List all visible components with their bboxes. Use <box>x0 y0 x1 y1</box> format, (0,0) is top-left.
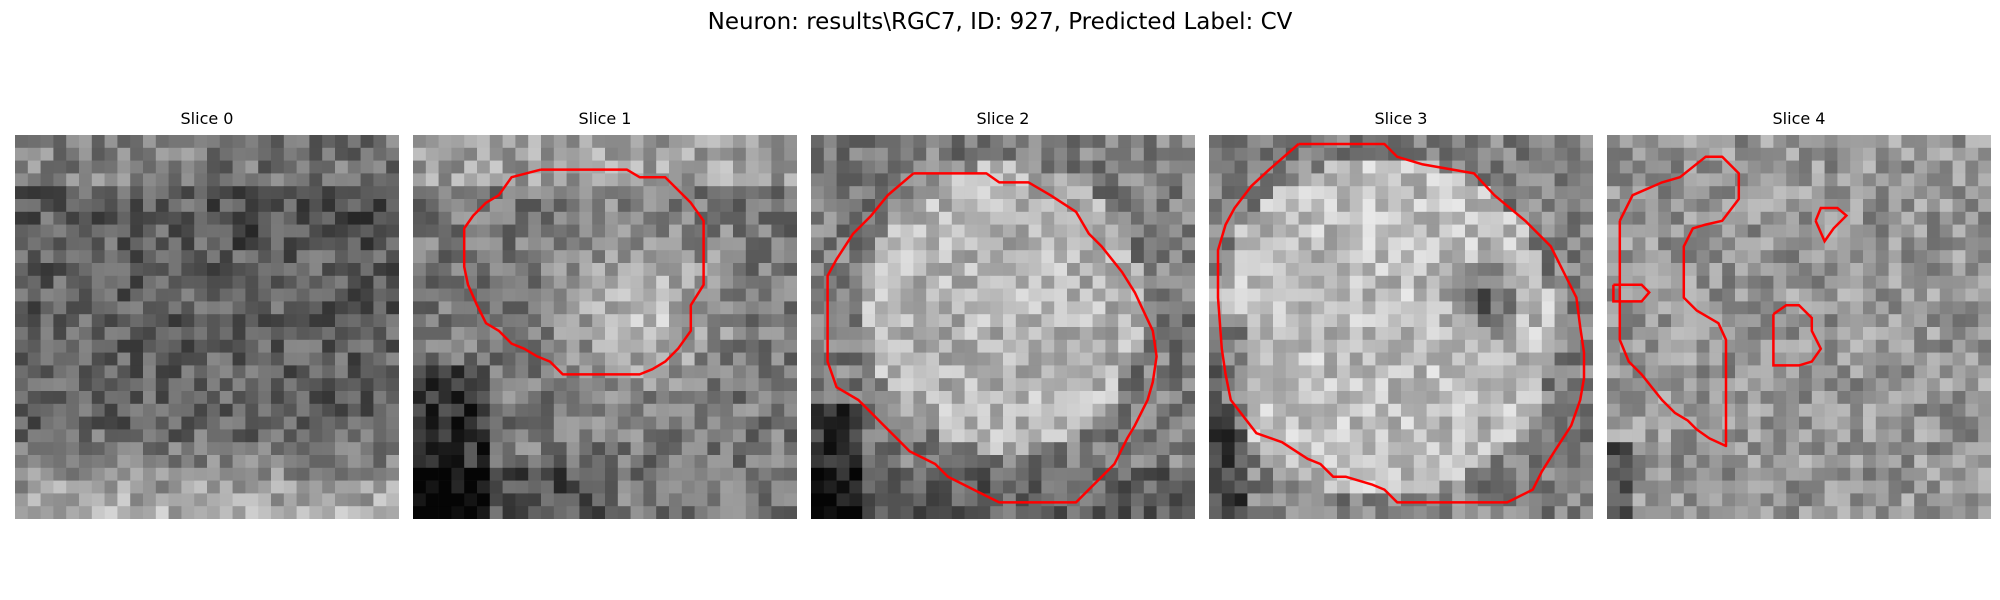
slice-image <box>15 135 399 519</box>
cell-contour <box>826 172 1158 504</box>
figure-title: Neuron: results\RGC7, ID: 927, Predicted… <box>707 9 1293 35</box>
slice-heatmap <box>811 135 1195 519</box>
slice-title: Slice 4 <box>1772 109 1826 128</box>
slice-image <box>1607 135 1991 519</box>
cell-contour <box>1612 283 1651 303</box>
slice-heatmap <box>15 135 399 519</box>
slice-title: Slice 3 <box>1374 109 1428 128</box>
cell-contour <box>1216 142 1586 504</box>
slice-title: Slice 0 <box>180 109 234 128</box>
slice-image <box>413 135 797 519</box>
slice-image <box>811 135 1195 519</box>
cell-contour <box>1772 303 1823 367</box>
cell-contour <box>1814 206 1849 244</box>
slice-heatmap <box>1209 135 1593 519</box>
slice-image <box>1209 135 1593 519</box>
slice-title: Slice 1 <box>578 109 632 128</box>
slice-heatmap <box>1607 135 1991 519</box>
slice-title: Slice 2 <box>976 109 1030 128</box>
cell-contour <box>1618 155 1741 448</box>
slice-heatmap <box>413 135 797 519</box>
cell-contour <box>462 168 705 376</box>
